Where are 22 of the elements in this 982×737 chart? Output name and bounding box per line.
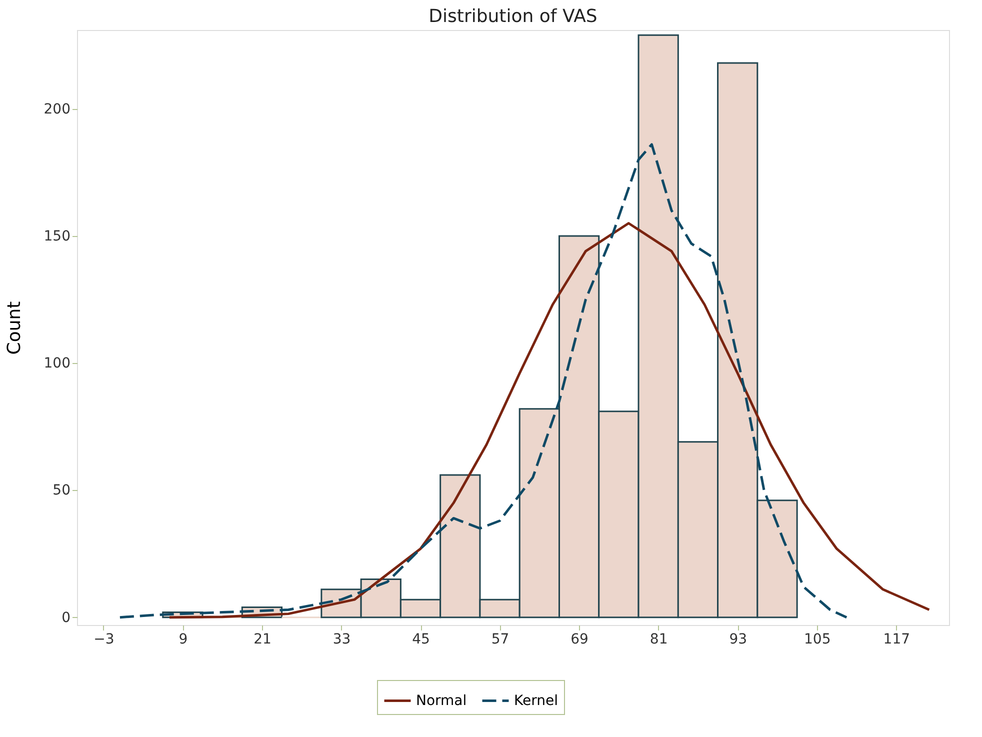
x-tick-label: −3 [94,632,114,648]
x-tick-label: 33 [332,632,351,648]
y-tick-label: 100 [44,356,70,372]
y-axis-title: Count [4,301,25,355]
y-tick-label: 150 [44,228,70,244]
x-tick-label: 21 [254,632,272,648]
chart-title: Distribution of VAS [428,6,598,27]
legend-label: Normal [416,692,467,709]
x-tick-label: 57 [491,632,510,648]
y-tick-label: 200 [44,101,70,118]
x-tick-label: 9 [178,632,188,648]
x-tick-label: 93 [729,632,748,648]
x-tick-label: 105 [804,632,831,648]
y-tick-label: 50 [52,482,70,499]
legend-label: Kernel [514,692,558,709]
x-tick-label: 69 [570,632,588,648]
x-tick-label: 45 [412,632,430,648]
line-series [168,222,930,619]
y-tick-label: 0 [62,610,70,626]
line-series [118,143,848,619]
x-tick-label: 81 [650,632,668,648]
x-tick-label: 117 [883,632,910,648]
